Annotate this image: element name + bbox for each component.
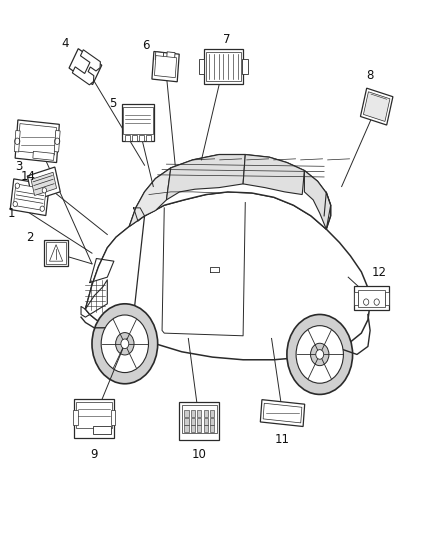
Polygon shape xyxy=(210,410,214,417)
Polygon shape xyxy=(14,131,20,152)
Circle shape xyxy=(40,206,44,212)
Text: 1: 1 xyxy=(7,207,15,220)
Text: 6: 6 xyxy=(141,39,149,52)
Polygon shape xyxy=(15,120,59,163)
Polygon shape xyxy=(54,131,60,152)
Polygon shape xyxy=(85,216,145,336)
Circle shape xyxy=(13,201,18,207)
Polygon shape xyxy=(152,52,179,82)
Polygon shape xyxy=(260,400,305,426)
Polygon shape xyxy=(184,410,189,417)
Polygon shape xyxy=(184,418,189,424)
Polygon shape xyxy=(199,59,204,75)
Polygon shape xyxy=(358,290,385,307)
Polygon shape xyxy=(204,50,243,84)
Circle shape xyxy=(311,343,329,366)
Polygon shape xyxy=(125,134,130,141)
Text: 7: 7 xyxy=(223,34,231,46)
Polygon shape xyxy=(155,52,164,60)
Circle shape xyxy=(42,188,46,193)
Polygon shape xyxy=(191,418,195,424)
Polygon shape xyxy=(33,151,54,160)
Polygon shape xyxy=(72,50,100,85)
Text: 9: 9 xyxy=(90,448,98,461)
Polygon shape xyxy=(129,155,331,229)
Polygon shape xyxy=(210,425,214,432)
Text: 8: 8 xyxy=(367,69,374,82)
Polygon shape xyxy=(123,107,153,134)
Circle shape xyxy=(316,350,324,359)
Circle shape xyxy=(116,333,134,355)
Polygon shape xyxy=(179,402,219,440)
Polygon shape xyxy=(364,92,390,122)
Polygon shape xyxy=(166,52,175,60)
Polygon shape xyxy=(122,104,154,141)
Polygon shape xyxy=(166,155,245,200)
Text: 2: 2 xyxy=(26,231,34,244)
Polygon shape xyxy=(93,426,111,434)
Polygon shape xyxy=(18,124,57,155)
Polygon shape xyxy=(74,399,114,438)
Circle shape xyxy=(287,314,353,394)
Polygon shape xyxy=(204,418,208,424)
Polygon shape xyxy=(27,167,60,201)
Text: 3: 3 xyxy=(15,160,22,173)
Polygon shape xyxy=(354,287,389,310)
Text: 14: 14 xyxy=(21,171,36,183)
Polygon shape xyxy=(197,418,201,424)
Polygon shape xyxy=(31,172,57,196)
Text: 11: 11 xyxy=(275,433,290,446)
Polygon shape xyxy=(139,134,144,141)
Circle shape xyxy=(121,339,129,349)
Polygon shape xyxy=(146,134,151,141)
Polygon shape xyxy=(304,171,331,229)
Polygon shape xyxy=(243,155,304,195)
Text: 12: 12 xyxy=(371,266,386,279)
Polygon shape xyxy=(110,410,115,425)
Polygon shape xyxy=(77,401,112,427)
Polygon shape xyxy=(360,88,393,125)
Polygon shape xyxy=(69,49,102,85)
Text: 10: 10 xyxy=(192,448,207,461)
Polygon shape xyxy=(46,243,66,264)
Polygon shape xyxy=(44,240,68,266)
Polygon shape xyxy=(197,410,201,417)
Circle shape xyxy=(92,304,158,384)
Polygon shape xyxy=(10,179,49,215)
Polygon shape xyxy=(206,52,241,81)
Polygon shape xyxy=(129,168,171,227)
Text: 5: 5 xyxy=(110,98,117,110)
Polygon shape xyxy=(204,425,208,432)
Polygon shape xyxy=(197,425,201,432)
Circle shape xyxy=(15,183,20,188)
Polygon shape xyxy=(191,425,195,432)
Polygon shape xyxy=(243,59,248,75)
Polygon shape xyxy=(74,410,78,425)
Circle shape xyxy=(101,315,148,373)
Polygon shape xyxy=(263,403,302,423)
Polygon shape xyxy=(155,55,177,78)
Polygon shape xyxy=(204,410,208,417)
Polygon shape xyxy=(210,418,214,424)
Polygon shape xyxy=(49,245,63,261)
Polygon shape xyxy=(132,134,137,141)
Polygon shape xyxy=(182,405,217,433)
Polygon shape xyxy=(191,410,195,417)
Polygon shape xyxy=(385,292,389,305)
Polygon shape xyxy=(184,425,189,432)
Text: 4: 4 xyxy=(61,37,69,50)
Polygon shape xyxy=(354,292,358,305)
Circle shape xyxy=(296,326,343,383)
Polygon shape xyxy=(14,184,46,211)
Polygon shape xyxy=(85,192,370,360)
